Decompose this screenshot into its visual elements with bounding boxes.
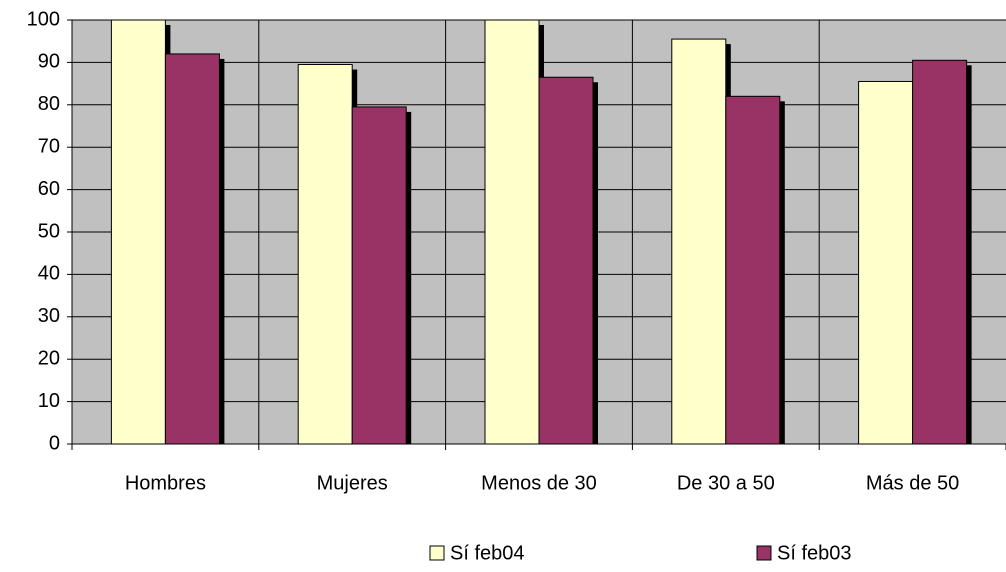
bar (912, 59, 968, 445)
bar (671, 38, 727, 445)
y-tick-label: 10 (38, 390, 60, 412)
y-tick-label: 30 (38, 305, 60, 327)
bar (538, 76, 594, 445)
bar (164, 53, 220, 445)
legend-swatch (756, 545, 772, 561)
bar (858, 80, 914, 445)
y-tick-label: 20 (38, 347, 60, 369)
legend-swatch (429, 545, 445, 561)
x-tick-label: De 30 a 50 (677, 472, 775, 494)
bar (297, 64, 353, 445)
legend-label: Sí feb03 (777, 542, 852, 564)
y-tick-label: 40 (38, 263, 60, 285)
y-tick-label: 90 (38, 51, 60, 73)
legend-label: Sí feb04 (450, 542, 525, 564)
y-tick-label: 70 (38, 135, 60, 157)
y-tick-label: 100 (27, 8, 60, 30)
x-tick-label: Más de 50 (866, 472, 959, 494)
x-tick-label: Menos de 30 (481, 472, 597, 494)
x-tick-label: Mujeres (317, 472, 388, 494)
y-tick-label: 50 (38, 220, 60, 242)
y-tick-label: 0 (49, 432, 60, 454)
bar (351, 106, 407, 445)
bar (484, 19, 540, 445)
bar (110, 19, 166, 445)
y-tick-label: 80 (38, 93, 60, 115)
bar (725, 95, 781, 445)
x-tick-label: Hombres (125, 472, 206, 494)
y-tick-label: 60 (38, 178, 60, 200)
